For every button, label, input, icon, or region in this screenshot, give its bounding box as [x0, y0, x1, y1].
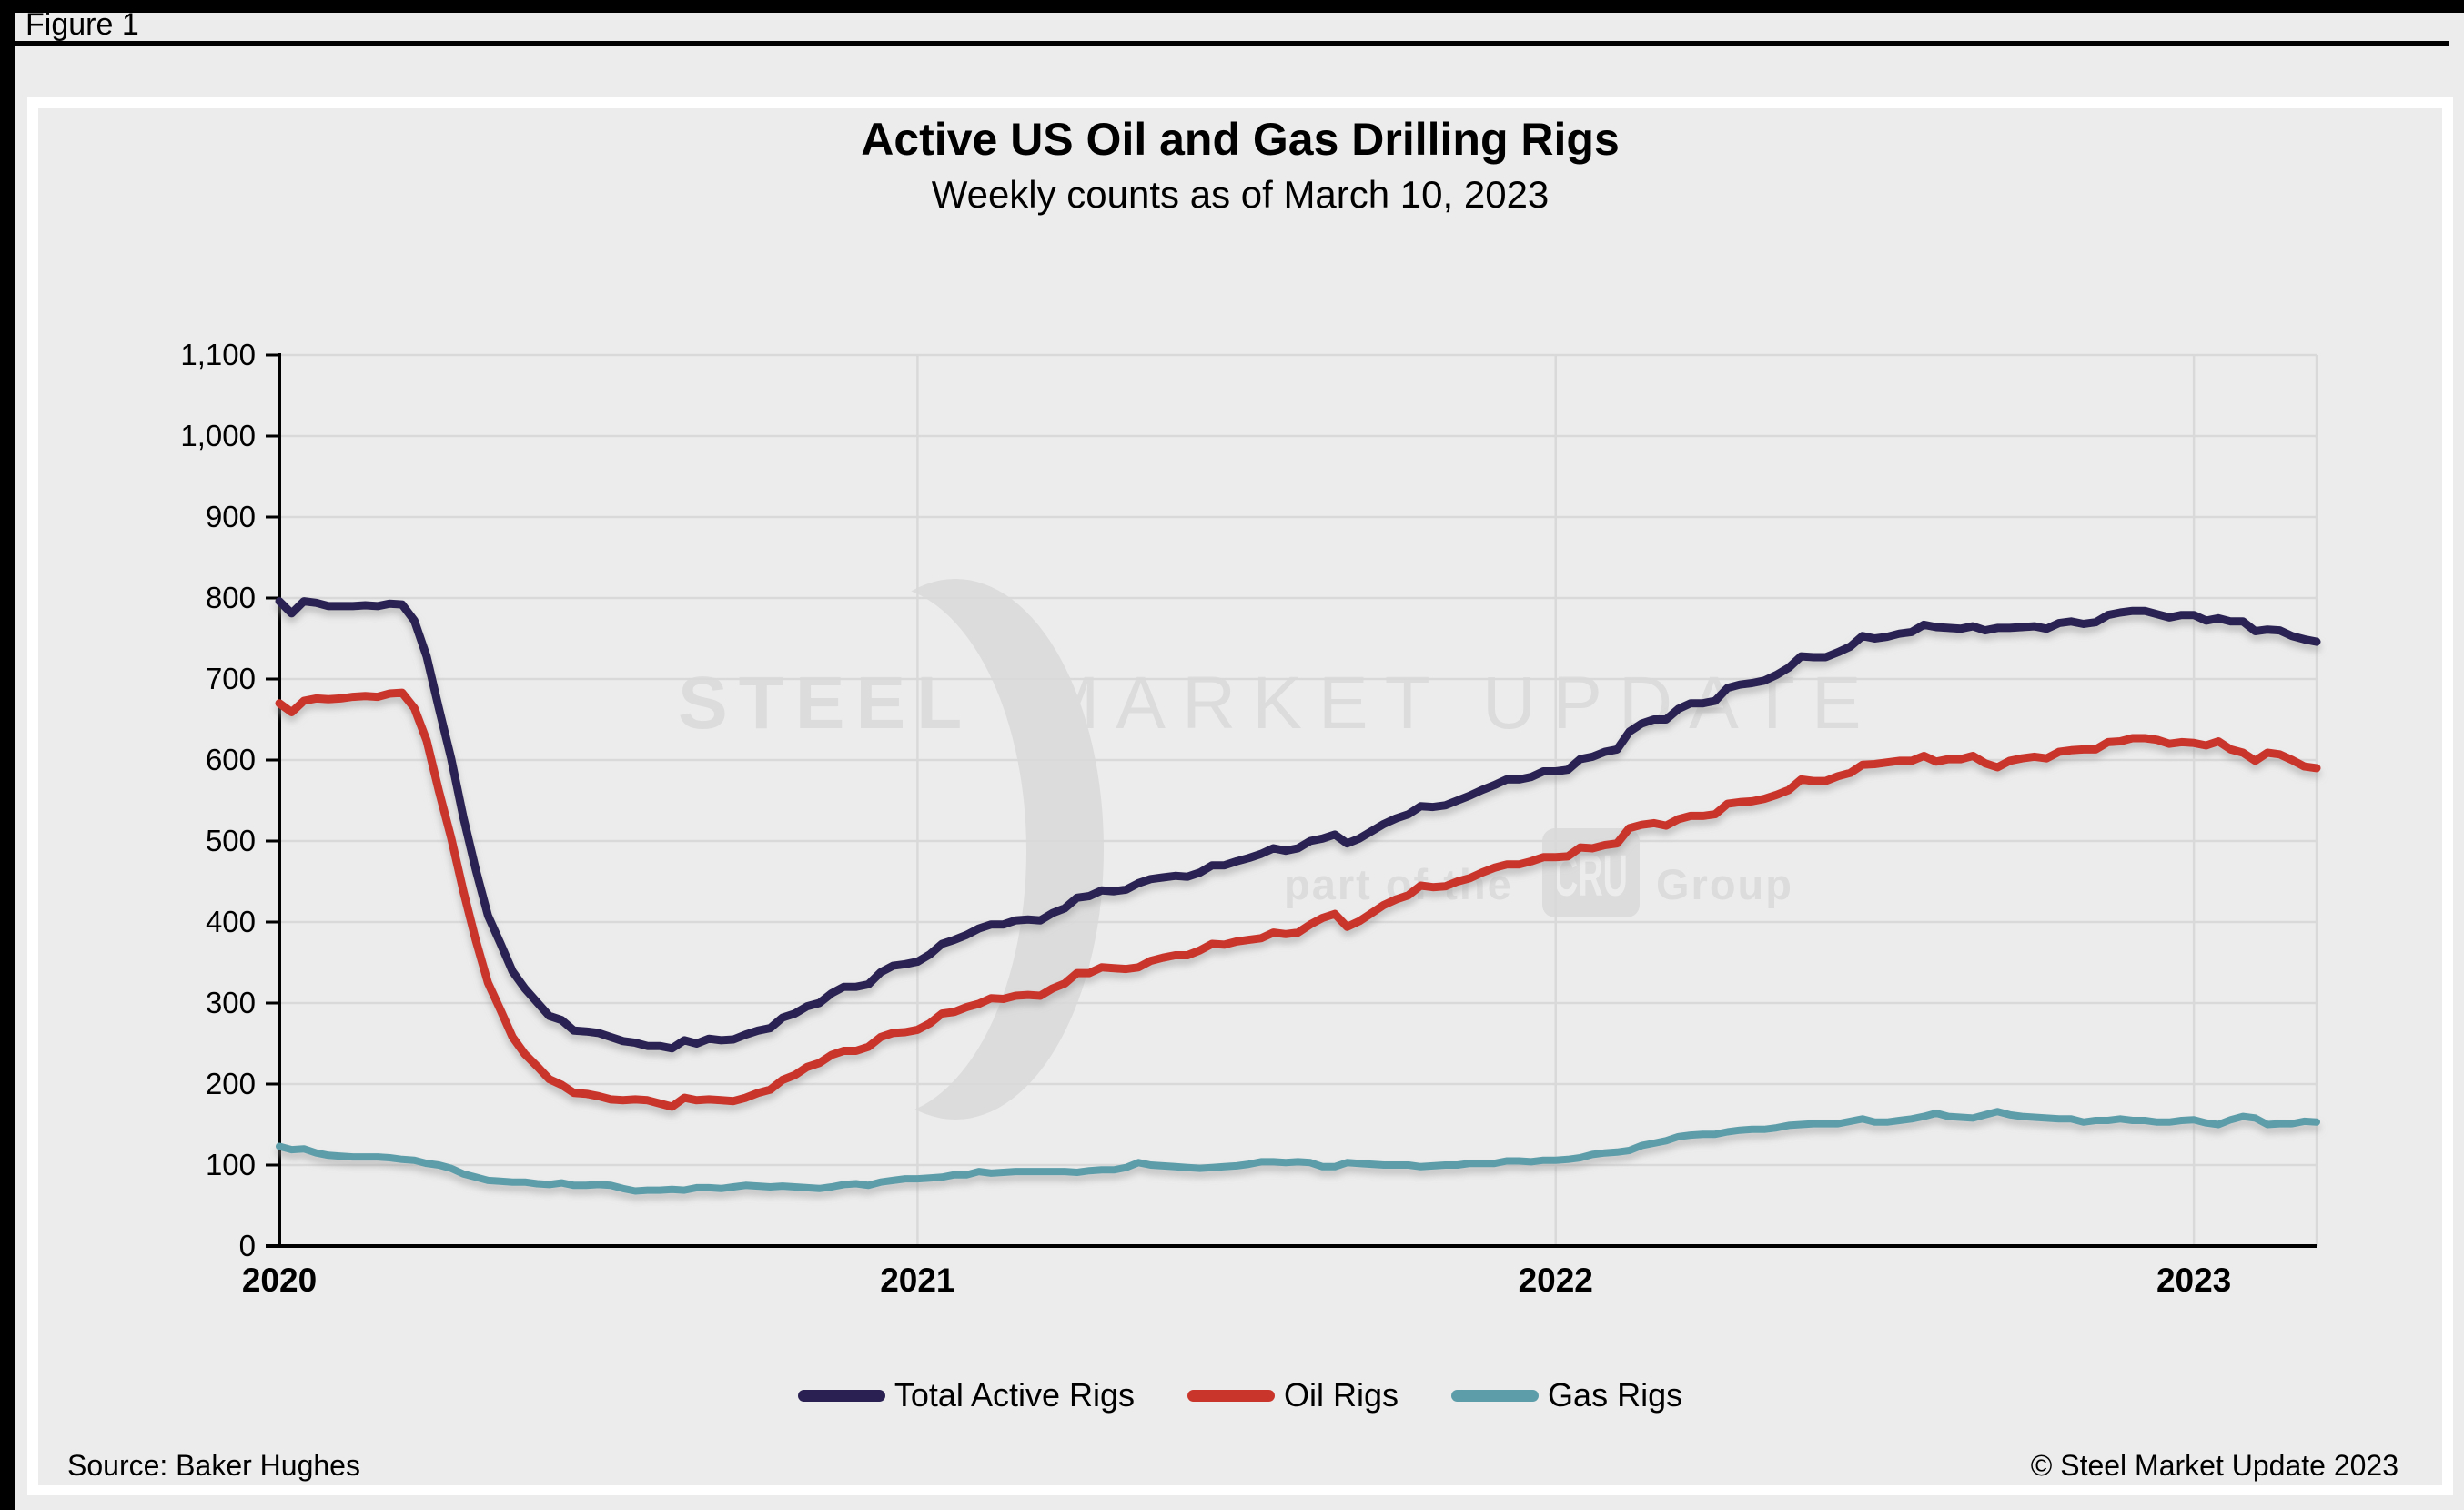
legend-item-total-active-rigs: Total Active Rigs [797, 1376, 1136, 1414]
chart-subtitle: Weekly counts as of March 10, 2023 [931, 173, 1550, 216]
oil-rigs-swatch-icon [1187, 1389, 1276, 1402]
source-note: Source: Baker Hughes [67, 1449, 360, 1482]
legend-label: Oil Rigs [1284, 1376, 1399, 1414]
chart-panel [27, 97, 2453, 1495]
legend-label: Total Active Rigs [894, 1376, 1136, 1414]
legend-label: Gas Rigs [1548, 1376, 1683, 1414]
legend-item-oil-rigs: Oil Rigs [1187, 1376, 1399, 1414]
figure-label: Figure 1 [25, 7, 139, 42]
chart-title: Active US Oil and Gas Drilling Rigs [861, 114, 1620, 165]
chart-legend: Total Active Rigs Oil Rigs Gas Rigs [38, 1376, 2442, 1414]
window-top-edge [0, 0, 2464, 13]
legend-item-gas-rigs: Gas Rigs [1451, 1376, 1682, 1414]
figure-rule-divider [15, 41, 2449, 46]
window-left-edge [0, 0, 15, 1510]
copyright-note: © Steel Market Update 2023 [2030, 1449, 2398, 1482]
total-active-rigs-swatch-icon [797, 1389, 885, 1402]
gas-rigs-swatch-icon [1451, 1389, 1540, 1402]
